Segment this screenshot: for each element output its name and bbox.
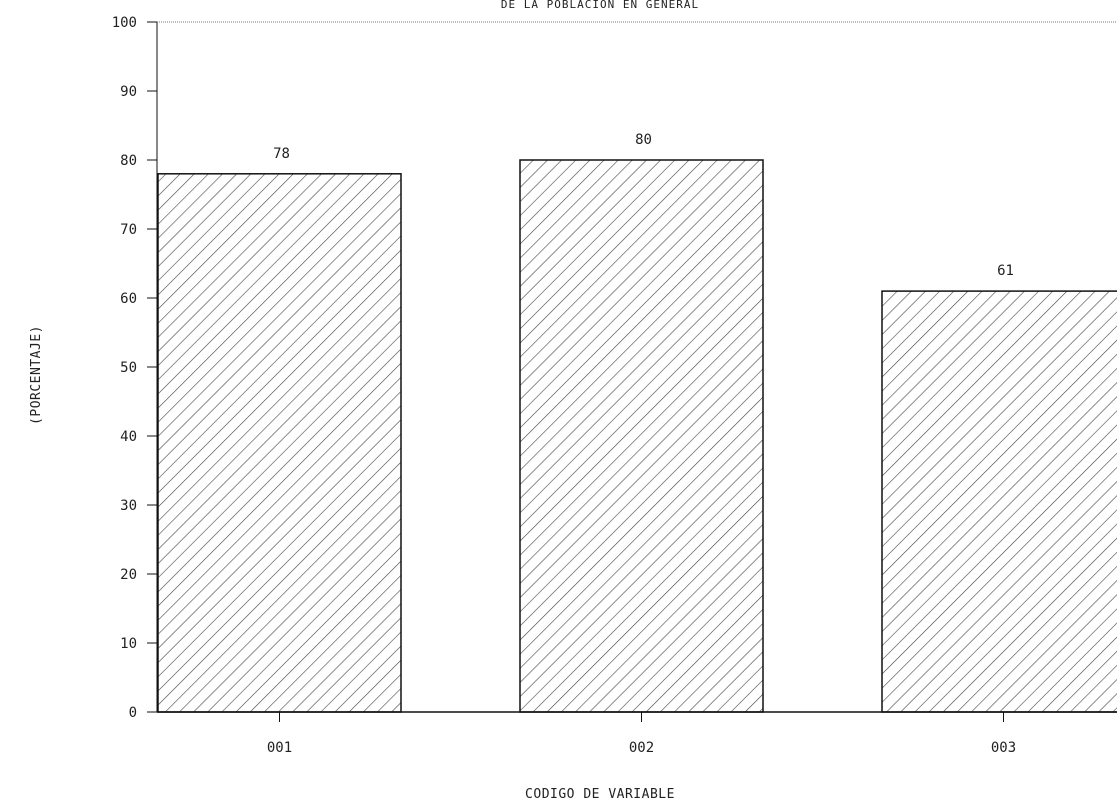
x-tick-label: 001 (267, 740, 292, 756)
x-axis-title: CODIGO DE VARIABLE (525, 787, 675, 802)
y-tick-label: 70 (120, 222, 137, 238)
bar (519, 159, 764, 713)
y-tick-label: 40 (120, 429, 137, 445)
y-tick-label: 0 (129, 705, 137, 721)
y-tick-label: 50 (120, 360, 137, 376)
x-tick-label: 003 (991, 740, 1016, 756)
y-tick-label: 10 (120, 636, 137, 652)
y-tick-label: 100 (112, 15, 137, 31)
chart-title: DE LA POBLACION EN GENERAL (501, 0, 699, 11)
y-tick-label: 90 (120, 84, 137, 100)
bar (157, 173, 402, 713)
bars-group: 78 80 61 (157, 132, 1117, 713)
x-axis-ticks: 001 002 003 (267, 712, 1016, 756)
y-tick-label: 80 (120, 153, 137, 169)
bar (881, 290, 1117, 713)
y-axis-ticks: 0 10 20 30 40 50 60 70 80 90 100 (112, 15, 157, 721)
y-tick-label: 30 (120, 498, 137, 514)
bar-data-label: 80 (635, 132, 652, 148)
bar-data-label: 78 (273, 146, 290, 162)
y-tick-label: 20 (120, 567, 137, 583)
x-tick-label: 002 (629, 740, 654, 756)
y-axis-title: (PORCENTAJE) (29, 325, 44, 425)
bar-data-label: 61 (997, 263, 1014, 279)
y-tick-label: 60 (120, 291, 137, 307)
